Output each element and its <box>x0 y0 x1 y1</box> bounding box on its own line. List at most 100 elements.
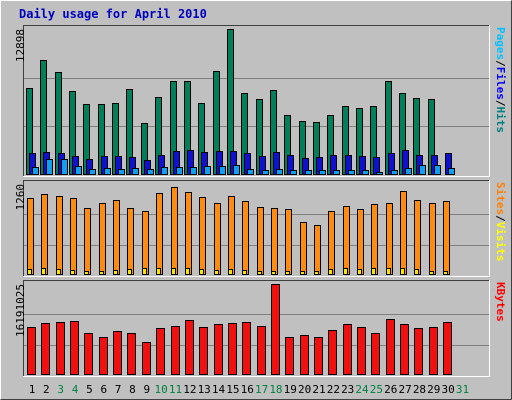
right-label-part: KBytes <box>494 282 507 322</box>
x-tick-label: 26 <box>384 383 397 396</box>
panel-visits-sites: 1260 Sites/Visits <box>14 180 507 277</box>
bar-pages-21 <box>319 170 326 175</box>
bar-kbytes-19 <box>285 337 294 375</box>
bar-visits-25 <box>371 204 378 275</box>
bar-kbytes-22 <box>328 330 337 375</box>
bar-pages-2 <box>46 159 53 175</box>
bar-kbytes-6 <box>99 337 108 375</box>
bar-sites-13 <box>199 269 204 275</box>
bar-kbytes-11 <box>171 326 180 375</box>
bar-pages-4 <box>75 166 82 175</box>
bar-sites-15 <box>228 269 233 275</box>
bar-sites-5 <box>84 271 89 275</box>
right-axis-label: Pages/Files/Hits <box>494 27 507 133</box>
bar-pages-7 <box>118 169 125 175</box>
x-tick-label: 18 <box>269 383 282 396</box>
bar-visits-7 <box>113 200 120 275</box>
x-tick-label: 31 <box>456 383 469 396</box>
x-tick-label: 19 <box>284 383 297 396</box>
bar-pages-18 <box>276 169 283 175</box>
bar-pages-13 <box>204 166 211 175</box>
bar-kbytes-5 <box>84 333 93 375</box>
bar-visits-18 <box>271 208 278 275</box>
bar-pages-14 <box>219 166 226 175</box>
right-label-part: / <box>494 215 507 222</box>
bar-sites-23 <box>343 268 348 275</box>
bar-sites-27 <box>400 268 405 275</box>
bar-sites-19 <box>285 271 290 275</box>
bar-kbytes-13 <box>199 327 208 375</box>
bar-kbytes-28 <box>414 328 423 375</box>
bar-sites-24 <box>357 269 362 275</box>
bar-pages-22 <box>333 170 340 175</box>
bar-sites-14 <box>214 270 219 275</box>
right-label-part: Pages <box>494 27 507 60</box>
bar-visits-22 <box>328 211 335 275</box>
bar-visits-20 <box>300 222 307 275</box>
axis-max-label: 16191025 <box>14 284 27 337</box>
bar-sites-29 <box>429 271 434 275</box>
series-kbytes <box>27 284 452 375</box>
bar-pages-28 <box>419 165 426 175</box>
right-label-part: / <box>494 100 507 107</box>
bar-visits-17 <box>257 207 264 275</box>
panel-kbytes: 16191025 KBytes <box>14 280 507 377</box>
bar-pages-23 <box>348 170 355 175</box>
x-tick-label: 5 <box>86 383 93 396</box>
bar-pages-11 <box>176 167 183 175</box>
x-tick-label: 24 <box>355 383 369 396</box>
bar-sites-22 <box>328 269 333 275</box>
series-sites <box>27 268 448 275</box>
x-tick-label: 21 <box>312 383 325 396</box>
bar-kbytes-8 <box>127 333 136 375</box>
bar-sites-6 <box>99 271 104 275</box>
bar-visits-12 <box>185 192 192 275</box>
bar-pages-29 <box>434 165 441 175</box>
bar-sites-8 <box>127 269 132 275</box>
x-tick-label: 20 <box>298 383 311 396</box>
bar-visits-8 <box>127 208 134 275</box>
bar-kbytes-21 <box>314 337 323 375</box>
bar-pages-15 <box>233 165 240 175</box>
bar-kbytes-17 <box>257 326 266 375</box>
bar-sites-26 <box>386 268 391 275</box>
bar-visits-27 <box>400 191 407 275</box>
x-tick-label: 12 <box>183 383 196 396</box>
bar-kbytes-25 <box>371 333 380 375</box>
bar-pages-26 <box>391 170 398 175</box>
x-tick-label: 13 <box>198 383 211 396</box>
bar-visits-26 <box>386 203 393 275</box>
bar-pages-1 <box>32 167 39 175</box>
bar-sites-9 <box>142 268 147 275</box>
bar-visits-10 <box>156 193 163 275</box>
bar-kbytes-2 <box>41 323 50 375</box>
x-tick-label: 6 <box>100 383 107 396</box>
bar-visits-14 <box>214 203 221 275</box>
bar-kbytes-3 <box>56 322 65 375</box>
bar-pages-10 <box>161 167 168 175</box>
bar-pages-17 <box>262 170 269 175</box>
right-axis-label: Sites/Visits <box>494 182 507 262</box>
bar-visits-21 <box>314 225 321 275</box>
bar-sites-20 <box>300 271 305 275</box>
bar-pages-9 <box>147 169 154 175</box>
bar-kbytes-15 <box>228 323 237 375</box>
axis-max-label: 12898 <box>14 29 27 62</box>
x-tick-label: 23 <box>341 383 354 396</box>
x-tick-label: 30 <box>442 383 455 396</box>
bar-pages-3 <box>61 159 68 175</box>
bar-visits-23 <box>343 206 350 275</box>
bar-sites-1 <box>27 269 32 275</box>
bar-visits-11 <box>171 187 178 275</box>
x-tick-label: 1 <box>29 383 36 396</box>
right-label-part: Files <box>494 67 507 100</box>
bar-pages-27 <box>405 168 412 175</box>
bar-visits-13 <box>199 197 206 275</box>
bar-kbytes-20 <box>300 335 309 375</box>
bar-kbytes-14 <box>214 324 223 375</box>
bar-files-25 <box>373 157 380 175</box>
right-label-part: Sites <box>494 182 507 215</box>
bar-sites-11 <box>171 268 176 275</box>
bar-kbytes-29 <box>429 327 438 375</box>
x-tick-label: 27 <box>398 383 411 396</box>
